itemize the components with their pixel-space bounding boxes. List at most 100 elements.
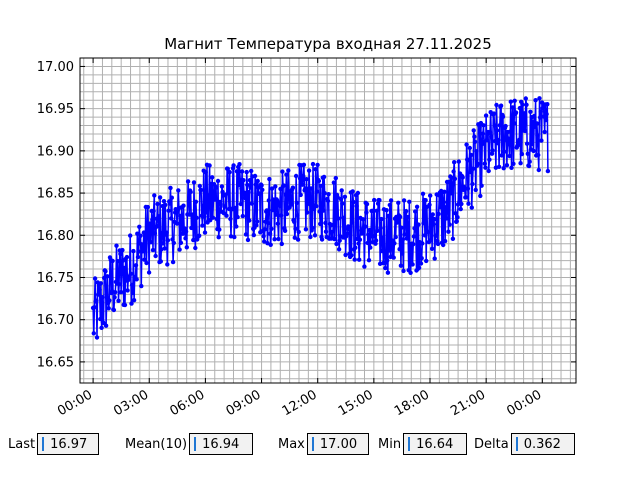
- data-point: [325, 198, 331, 204]
- data-point: [193, 245, 198, 251]
- data-point: [494, 102, 499, 108]
- x-tick-label: 03:00: [111, 387, 151, 419]
- data-point: [128, 233, 133, 238]
- data-point: [486, 168, 491, 174]
- data-point: [241, 178, 246, 183]
- data-point: [357, 237, 363, 242]
- data-point: [193, 199, 199, 204]
- data-point: [465, 186, 471, 191]
- data-point: [131, 248, 136, 254]
- data-point: [165, 238, 171, 243]
- data-point: [385, 258, 390, 263]
- data-point: [219, 184, 225, 189]
- data-point: [387, 248, 392, 253]
- data-point: [513, 110, 519, 115]
- data-point: [528, 109, 533, 115]
- data-point: [208, 181, 214, 187]
- data-point: [226, 190, 231, 195]
- data-point: [452, 176, 458, 181]
- data-point: [118, 251, 123, 257]
- data-point: [118, 290, 124, 295]
- data-point: [338, 196, 344, 202]
- data-point: [502, 149, 507, 154]
- data-point: [184, 245, 189, 250]
- data-point: [262, 239, 267, 244]
- data-point: [467, 158, 472, 163]
- cursor-caret: [194, 437, 197, 451]
- y-tick-label: 16.95: [37, 102, 74, 117]
- data-point: [419, 256, 424, 261]
- data-point: [538, 109, 543, 114]
- data-point: [443, 205, 448, 210]
- data-point: [342, 194, 348, 199]
- data-point: [292, 235, 297, 240]
- stat-max: Max 17.00: [278, 432, 369, 456]
- data-point: [178, 240, 184, 245]
- data-point: [120, 247, 125, 253]
- data-point: [247, 218, 252, 223]
- plot-frame: [79, 57, 577, 384]
- data-point: [349, 220, 355, 225]
- data-point: [462, 185, 467, 191]
- data-point: [170, 259, 176, 265]
- data-point: [148, 240, 154, 245]
- data-point: [414, 204, 420, 209]
- data-point: [245, 182, 250, 188]
- data-point: [400, 237, 405, 242]
- data-point: [295, 237, 301, 242]
- data-point: [470, 166, 476, 171]
- data-point: [197, 183, 202, 189]
- data-point: [284, 172, 289, 177]
- data-point: [146, 270, 152, 275]
- data-point: [186, 199, 191, 204]
- data-point: [129, 282, 135, 288]
- data-point: [450, 236, 456, 241]
- data-point: [246, 190, 251, 195]
- data-point: [180, 222, 185, 227]
- data-point: [354, 203, 359, 209]
- data-point: [436, 211, 441, 217]
- data-point: [479, 183, 484, 188]
- data-point: [364, 210, 369, 215]
- data-point: [253, 182, 258, 187]
- stat-min-field[interactable]: 16.64: [403, 433, 468, 455]
- data-point: [239, 169, 245, 174]
- data-point: [310, 161, 316, 167]
- data-point: [228, 216, 233, 222]
- data-point: [202, 230, 208, 235]
- data-point: [158, 259, 163, 264]
- data-point: [254, 219, 260, 224]
- stat-last-field[interactable]: 16.97: [37, 433, 100, 455]
- stat-min-value: 16.64: [416, 436, 454, 452]
- data-point: [99, 325, 104, 330]
- data-point: [506, 136, 511, 141]
- stat-delta-field[interactable]: 0.362: [510, 433, 575, 455]
- data-point: [490, 148, 495, 153]
- data-point: [157, 195, 163, 200]
- stat-delta-value: 0.362: [523, 436, 561, 452]
- x-tick-label: 06:00: [167, 387, 207, 419]
- data-point: [378, 225, 383, 231]
- data-point: [161, 199, 167, 204]
- data-point: [305, 210, 310, 215]
- data-point: [216, 235, 221, 240]
- data-point: [119, 272, 124, 277]
- stat-mean-field[interactable]: 16.94: [189, 433, 254, 455]
- data-point: [152, 193, 157, 198]
- stat-min-label: Min: [378, 436, 402, 452]
- data-point: [393, 234, 398, 240]
- data-point: [213, 185, 219, 190]
- data-point: [159, 247, 164, 252]
- data-point: [447, 222, 452, 227]
- stat-last: Last 16.97: [8, 432, 100, 456]
- data-point: [353, 245, 358, 250]
- data-point: [169, 216, 174, 221]
- data-point: [334, 241, 339, 247]
- data-point: [181, 203, 186, 208]
- data-point: [234, 169, 240, 174]
- data-point: [124, 254, 130, 260]
- stat-max-field[interactable]: 17.00: [306, 433, 369, 455]
- data-point: [306, 168, 312, 173]
- data-point: [290, 185, 296, 190]
- y-tick-label: 16.75: [37, 271, 74, 286]
